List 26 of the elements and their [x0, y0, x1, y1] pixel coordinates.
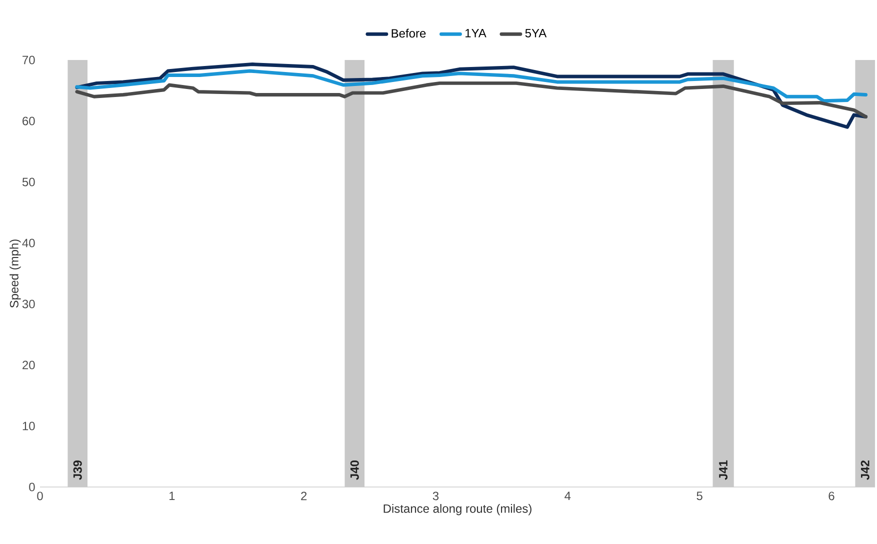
- x-tick-label: 5: [696, 492, 702, 500]
- y-tick-label: 50: [22, 178, 35, 186]
- band-label: J42: [860, 460, 870, 480]
- y-tick-label: 0: [29, 482, 35, 492]
- legend-label: 1YA: [466, 28, 486, 38]
- y-tick-label: 60: [22, 116, 35, 126]
- x-tick-label: 1: [170, 492, 175, 500]
- y-tick-label: 70: [22, 56, 35, 64]
- legend-label: Before: [392, 28, 426, 38]
- x-tick-label: 0: [37, 492, 43, 500]
- line-series: [75, 69, 868, 103]
- x-axis-title: Distance along route (miles): [384, 504, 532, 516]
- y-tick-label: 30: [22, 300, 35, 308]
- y-tick-label: 10: [22, 422, 35, 430]
- line-series: [75, 62, 868, 129]
- y-tick-label: 40: [22, 238, 35, 248]
- y-axis-title: Speed (mph): [10, 240, 21, 308]
- legend-label: 5YA: [525, 28, 547, 38]
- x-tick-label: 4: [564, 492, 571, 500]
- x-tick-label: 6: [828, 492, 834, 500]
- band-label: J40: [350, 460, 359, 480]
- x-tick-label: 3: [432, 492, 439, 500]
- band-label: J41: [719, 460, 728, 480]
- x-tick-label: 2: [301, 492, 307, 500]
- band-label: J39: [73, 460, 82, 480]
- y-tick-label: 20: [22, 360, 35, 370]
